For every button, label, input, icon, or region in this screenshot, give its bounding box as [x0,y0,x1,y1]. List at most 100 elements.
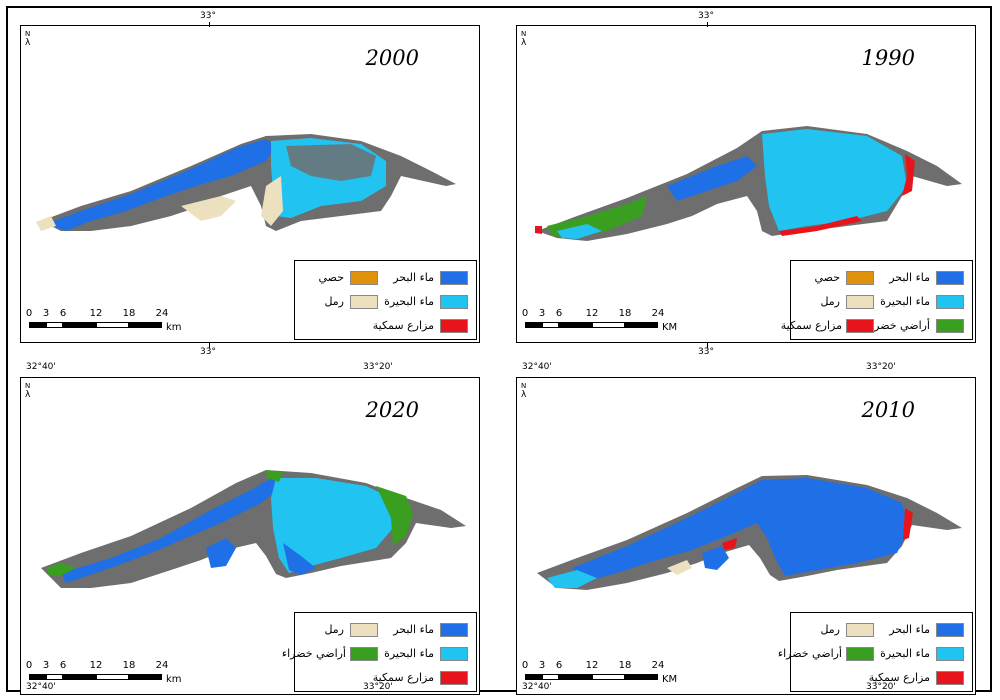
coord-label: 33° [200,11,216,21]
map-year-title: 2020 [365,398,419,422]
legend-swatch-green [846,647,874,661]
scale-segment [592,322,625,328]
lake-map-2000 [36,134,456,231]
legend-item: أراضي خضراء [282,647,378,662]
legend-label: مزارع سمكية [780,319,842,332]
map-panel-2000: N λ 2000 ماء البحر حصي ماء البحيرة رمل [20,25,480,343]
fish-farms-area [722,538,737,550]
legend-item: رمل [794,295,874,310]
legend-swatch-sea [936,271,964,285]
legend-label: رمل [820,623,840,636]
coord-label: 33°20' [866,362,896,372]
legend-swatch-sea [440,623,468,637]
coord-tick [707,22,708,27]
sea-water-area [61,478,283,583]
scale-segment [559,674,592,680]
scale-segment [46,322,63,328]
sand-area [261,176,283,226]
legend-label: أراضي خضراء [865,319,930,332]
legend-swatch-lake [936,295,964,309]
scale-segment [592,674,625,680]
coord-label: 33°20' [363,682,393,692]
scale-label: 6 [59,308,67,319]
legend-swatch-sand [846,623,874,637]
scale-unit: km [166,322,182,333]
legend-label: ماء البحر [889,623,930,636]
sea-water-area [702,546,729,570]
legend-swatch-sand [350,295,378,309]
scale-segment [625,674,658,680]
scale-unit: km [166,674,182,685]
scale-segment [29,322,46,328]
coord-tick [707,343,708,348]
coord-label: 33°20' [363,362,393,372]
scale-label: 6 [555,660,563,671]
legend-label: ماء البحيرة [384,295,434,308]
green-land-area [376,486,413,546]
scale-segment [525,674,542,680]
legend-swatch-sand [846,295,874,309]
legend-swatch-lake [936,647,964,661]
fish-farms-area [902,154,915,196]
green-land-area [46,563,76,576]
legend-item: مزارع سمكية [358,319,468,334]
scale-label: 3 [42,308,50,319]
scale-bar: 0 3 6 12 18 24 km [26,308,189,336]
legend-label: أراضي خضراء [777,647,842,660]
legend-item: رمل [298,623,378,638]
north-symbol: λ [521,390,527,400]
legend-item: ماء البحر [884,271,964,286]
legend-swatch-green [936,319,964,333]
scale-segment [559,322,592,328]
scale-label: 3 [538,660,546,671]
north-letter: N [521,382,527,390]
sea-water-area [572,478,909,581]
legend-item: ماء البحيرة [384,647,468,662]
scale-segment [129,322,162,328]
legend-item: رمل [794,623,874,638]
legend-swatch-lake [440,647,468,661]
legend-item: ماء البحر [884,623,964,638]
scale-segment [96,674,129,680]
scale-label: 6 [59,660,67,671]
legend-label: ماء البحر [889,271,930,284]
sea-water-area [283,543,316,575]
scale-bar: 0 3 6 12 18 24 km [26,660,189,688]
legend-label: ماء البحيرة [880,295,930,308]
legend-label: مزارع سمكية [868,671,930,684]
legend-swatch-green [350,647,378,661]
sea-water-area [667,156,757,201]
north-arrow-icon: N λ [25,382,30,400]
legend-label: مزارع سمكية [372,671,434,684]
legend-label: حصي [318,271,344,284]
scale-segment [96,322,129,328]
legend-swatch-lake [440,295,468,309]
legend-swatch-gravel [846,271,874,285]
legend-item: أراضي خضراء [866,319,964,334]
green-land-area [266,470,283,482]
legend-item: حصي [298,271,378,286]
scale-label: 3 [538,308,546,319]
scale-unit: KM [662,322,678,333]
legend-label: ماء البحيرة [880,647,930,660]
scale-label: 18 [122,660,136,671]
north-symbol: λ [521,38,527,48]
legend-item: ماء البحر [388,623,468,638]
map-legend: ماء البحر رمل ماء البحيرة أراضي خضراء مز… [282,612,477,692]
coord-tick [209,22,210,27]
sand-area [36,216,56,231]
north-symbol: λ [25,390,31,400]
sand-area [667,560,692,575]
scale-unit: KM [662,674,678,685]
legend-item: مزارع سمكية [781,319,874,334]
scale-label: 18 [618,308,632,319]
north-arrow-icon: N λ [521,382,526,400]
map-legend: ماء البحر حصي ماء البحيرة رمل مزارع سمكي… [294,260,477,340]
legend-item: ماء البحر [388,271,468,286]
legend-label: رمل [820,295,840,308]
legend-label: رمل [324,623,344,636]
coord-label: 32°40' [26,362,56,372]
legend-item: ماء البحيرة [880,647,964,662]
scale-segment [625,322,658,328]
scale-label: 18 [122,308,136,319]
